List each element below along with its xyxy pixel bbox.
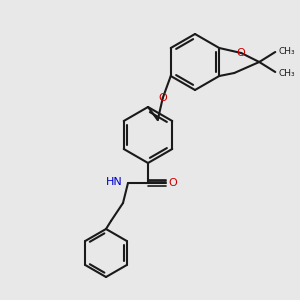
Text: O: O: [158, 93, 167, 103]
Text: HN: HN: [106, 177, 123, 187]
Text: CH₃: CH₃: [278, 68, 295, 77]
Text: CH₃: CH₃: [278, 46, 295, 56]
Text: O: O: [237, 48, 246, 58]
Text: O: O: [169, 178, 177, 188]
